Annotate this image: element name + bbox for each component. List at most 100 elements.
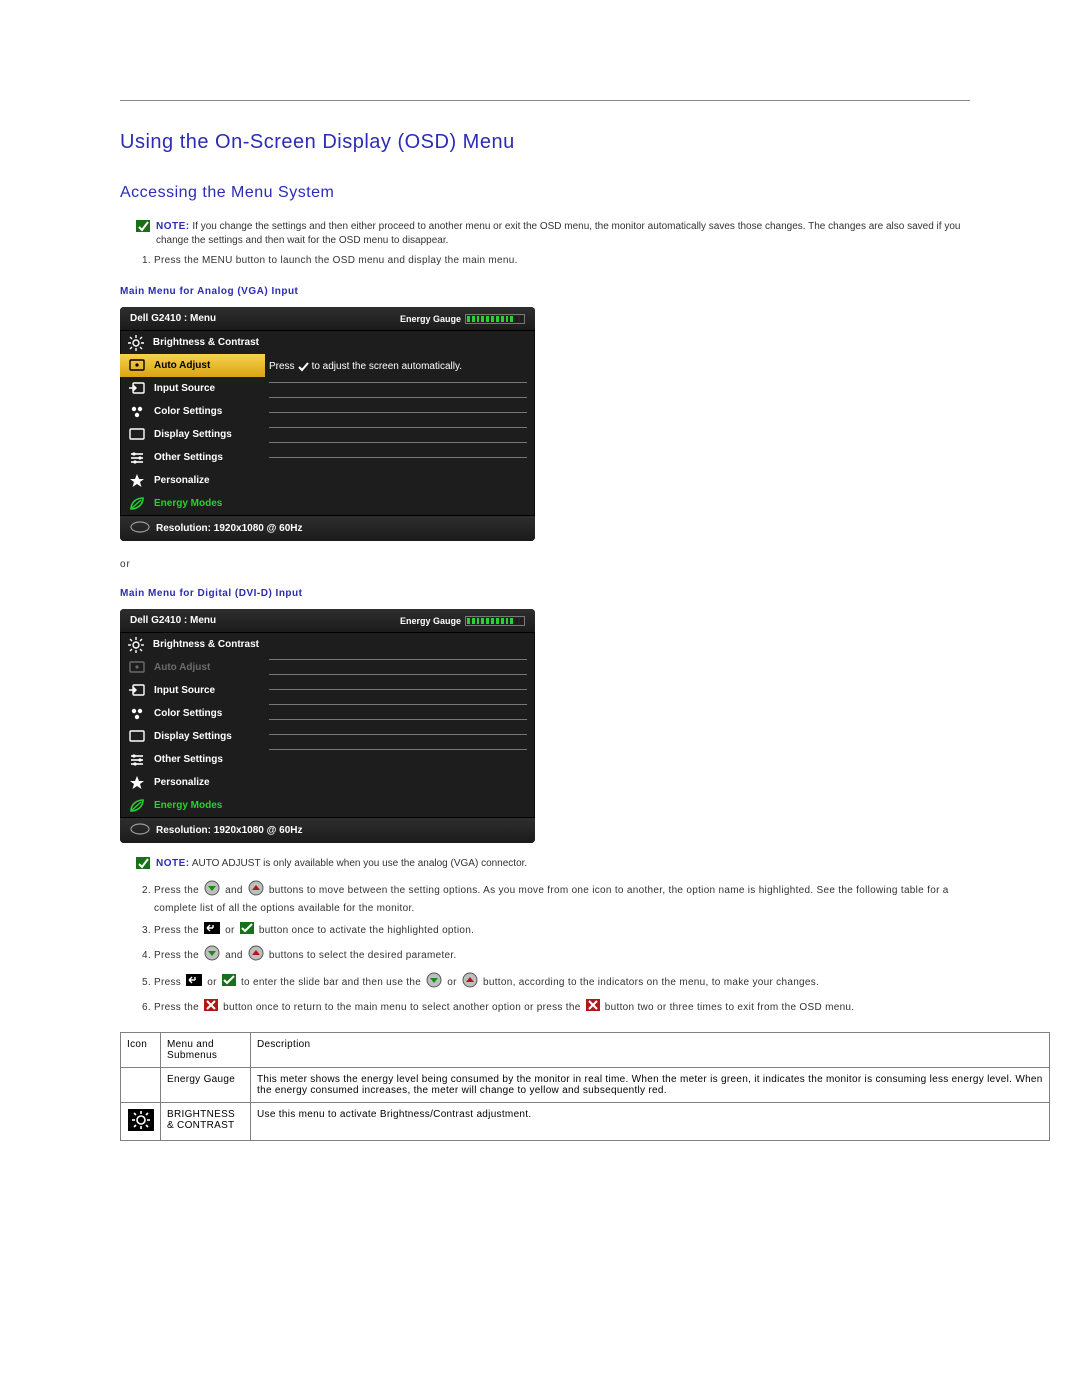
osd-menu-item-label: Other Settings — [154, 754, 223, 765]
osd-menu-item[interactable]: Auto Adjust — [120, 656, 265, 679]
note-text: AUTO ADJUST is only available when you u… — [192, 858, 527, 869]
down-icon — [204, 945, 220, 966]
osd-menu-item-label: Brightness & Contrast — [153, 639, 259, 650]
osd-menu-item[interactable]: Energy Modes — [120, 794, 265, 817]
osd-footer: Resolution: 1920x1080 @ 60Hz — [120, 817, 535, 843]
check-icon — [222, 974, 236, 991]
osd-menu-item[interactable]: Brightness & Contrast — [120, 633, 265, 656]
auto-icon — [128, 358, 146, 374]
note-text: If you change the settings and then eith… — [156, 221, 960, 246]
cell-icon — [121, 1067, 161, 1102]
up-icon — [248, 880, 264, 901]
osd-menu-item[interactable]: Color Settings — [120, 400, 265, 423]
osd-content-pane: Press to adjust the screen automatically… — [265, 331, 535, 515]
enter-icon — [186, 974, 202, 991]
osd-menu-item[interactable]: Display Settings — [120, 423, 265, 446]
osd-menu-list: Brightness & Contrast Auto Adjust Input So… — [120, 331, 265, 515]
steps-list-1: Press the MENU button to launch the OSD … — [136, 253, 966, 268]
osd-menu-item-label: Color Settings — [154, 406, 222, 417]
note-label: NOTE: — [156, 221, 190, 232]
step-6: Press the button once to return to the m… — [154, 999, 966, 1016]
color-icon — [128, 706, 146, 722]
osd-menu-item[interactable]: Personalize — [120, 771, 265, 794]
step-4: Press the and buttons to select the desi… — [154, 945, 966, 966]
close-icon — [586, 999, 600, 1016]
caption-vga: Main Menu for Analog (VGA) Input — [120, 286, 1020, 297]
osd-menu-item[interactable]: Input Source — [120, 679, 265, 702]
osd-panel-dvi: Dell G2410 : Menu Energy Gauge Brightnes… — [120, 609, 535, 843]
color-icon — [128, 404, 146, 420]
check-icon — [298, 362, 309, 371]
down-icon — [204, 880, 220, 901]
star-icon — [128, 473, 146, 489]
osd-menu-item-label: Personalize — [154, 777, 210, 788]
th-icon: Icon — [121, 1032, 161, 1067]
osd-menu-item-label: Personalize — [154, 475, 210, 486]
table-header-row: Icon Menu and Submenus Description — [121, 1032, 1050, 1067]
close-icon — [204, 999, 218, 1016]
osd-menu-item-label: Color Settings — [154, 708, 222, 719]
input-icon — [128, 683, 146, 699]
osd-menu-item[interactable]: Other Settings — [120, 446, 265, 469]
th-desc: Description — [251, 1032, 1050, 1067]
brightness-contrast-icon — [128, 1109, 154, 1131]
osd-menu-item[interactable]: Other Settings — [120, 748, 265, 771]
brightness-icon — [128, 637, 145, 653]
osd-menu-item[interactable]: Brightness & Contrast — [120, 331, 265, 354]
osd-footer: Resolution: 1920x1080 @ 60Hz — [120, 515, 535, 541]
energy-gauge — [465, 616, 525, 626]
resolution-icon — [130, 823, 150, 838]
osd-menu-item[interactable]: Display Settings — [120, 725, 265, 748]
osd-menu-item[interactable]: Personalize — [120, 469, 265, 492]
cell-menu: Energy Gauge — [161, 1067, 251, 1102]
up-icon — [462, 972, 478, 993]
step-5: Press or to enter the slide bar and then… — [154, 972, 966, 993]
osd-title: Dell G2410 : Menu — [130, 615, 216, 626]
section-rule — [120, 100, 970, 101]
other-icon — [128, 752, 146, 768]
osd-menu-item-label: Energy Modes — [154, 498, 222, 509]
osd-header: Dell G2410 : Menu Energy Gauge — [120, 307, 535, 331]
step-1: Press the MENU button to launch the OSD … — [154, 253, 966, 268]
note-icon — [136, 220, 150, 237]
other-icon — [128, 450, 146, 466]
resolution-icon — [130, 521, 150, 536]
auto-icon — [128, 660, 146, 676]
osd-menu-item-label: Display Settings — [154, 731, 232, 742]
description-table: Icon Menu and Submenus Description Energ… — [120, 1032, 1050, 1141]
osd-menu-item[interactable]: Auto Adjust — [120, 354, 265, 377]
up-icon — [248, 945, 264, 966]
osd-menu-item-label: Input Source — [154, 685, 215, 696]
section-title: Using the On-Screen Display (OSD) Menu — [120, 131, 1020, 154]
energy-gauge-label: Energy Gauge — [400, 616, 461, 626]
osd-menu-item-label: Other Settings — [154, 452, 223, 463]
cell-desc: Use this menu to activate Brightness/Con… — [251, 1102, 1050, 1140]
step-2: Press the and buttons to move between th… — [154, 880, 966, 916]
osd-menu-item-label: Brightness & Contrast — [153, 337, 259, 348]
input-icon — [128, 381, 146, 397]
th-menu: Menu and Submenus — [161, 1032, 251, 1067]
enter-icon — [204, 922, 220, 939]
cell-menu: BRIGHTNESS & CONTRAST — [161, 1102, 251, 1140]
osd-menu-item-label: Energy Modes — [154, 800, 222, 811]
check-icon — [240, 922, 254, 939]
osd-menu-item[interactable]: Input Source — [120, 377, 265, 400]
leaf-icon — [128, 496, 146, 512]
cell-desc: This meter shows the energy level being … — [251, 1067, 1050, 1102]
osd-menu-item-label: Input Source — [154, 383, 215, 394]
osd-menu-item-label: Display Settings — [154, 429, 232, 440]
display-icon — [128, 427, 146, 443]
brightness-icon — [128, 335, 145, 351]
display-icon — [128, 729, 146, 745]
leaf-icon — [128, 798, 146, 814]
osd-menu-list: Brightness & Contrast Auto Adjust Input So… — [120, 633, 265, 817]
step-3: Press the or button once to activate the… — [154, 922, 966, 939]
osd-title: Dell G2410 : Menu — [130, 313, 216, 324]
caption-dvi: Main Menu for Digital (DVI-D) Input — [120, 588, 1020, 599]
osd-menu-item[interactable]: Color Settings — [120, 702, 265, 725]
osd-panel-vga: Dell G2410 : Menu Energy Gauge Brightnes… — [120, 307, 535, 541]
osd-content-pane — [265, 633, 535, 817]
energy-gauge — [465, 314, 525, 324]
osd-menu-item[interactable]: Energy Modes — [120, 492, 265, 515]
osd-resolution: Resolution: 1920x1080 @ 60Hz — [156, 523, 302, 534]
